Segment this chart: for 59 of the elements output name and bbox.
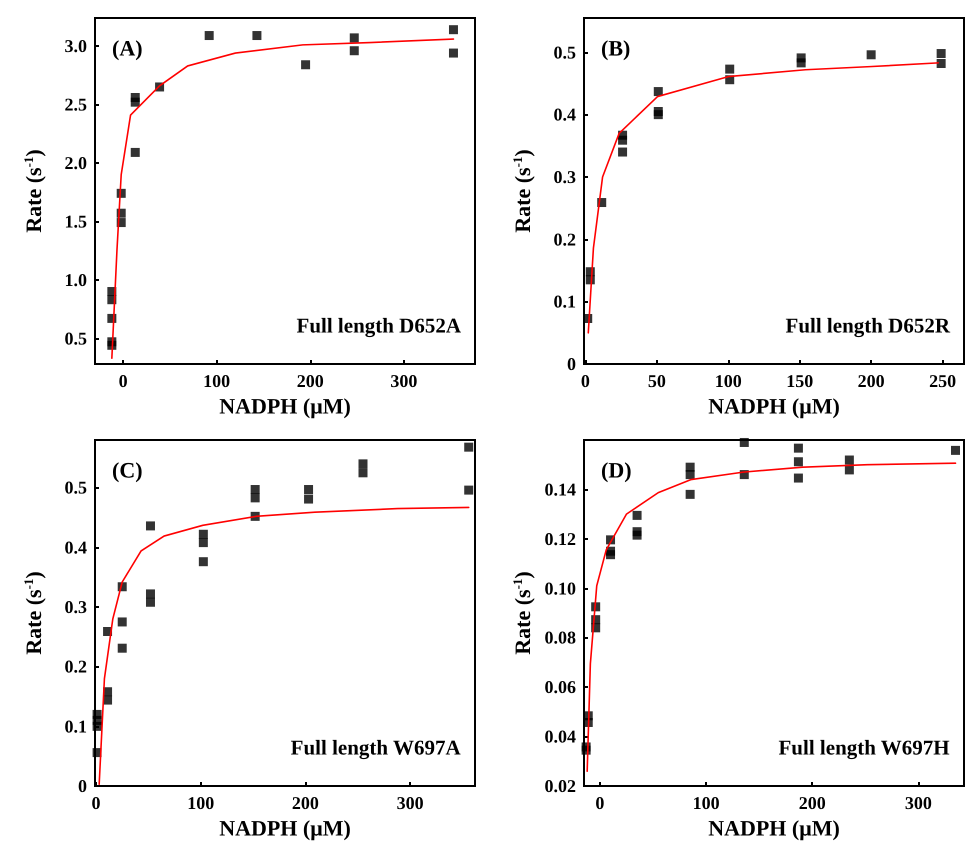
y-tick-label: 1.5 (64, 211, 87, 232)
text: (C) (112, 458, 143, 482)
x-tick-label: 250 (929, 371, 956, 391)
y-tick-label: 0.10 (544, 578, 576, 598)
text: (A) (112, 36, 143, 60)
x-tick-label: 100 (187, 793, 214, 813)
y-tick-label: 0.08 (544, 628, 576, 648)
y-tick-label: 3.0 (64, 36, 87, 56)
y-tick-label: 0.02 (544, 776, 576, 796)
annotation: Full length D652R (785, 314, 951, 338)
y-tick-label: 0.04 (544, 726, 576, 747)
y-axis-title: Rate (s-1) (21, 149, 46, 233)
text: (B) (601, 36, 630, 60)
y-tick-label: 0.5 (64, 478, 87, 498)
x-tick-label: 200 (858, 371, 885, 391)
x-tick-label: 100 (203, 371, 230, 391)
y-tick-label: 0.14 (544, 479, 576, 500)
x-tick-label: 50 (648, 371, 666, 391)
x-axis-title: NADPH (μM) (708, 815, 840, 840)
y-axis-title: Rate (s-1) (510, 149, 535, 233)
y-tick-label: 0.12 (544, 528, 576, 549)
annotation: Full length W697A (290, 736, 462, 760)
y-tick-label: 0.2 (554, 229, 576, 250)
y-tick-label: 0.06 (544, 677, 576, 698)
x-tick-label: 0 (92, 793, 101, 813)
annotation: Full length W697H (778, 736, 950, 760)
y-tick-label: 0 (567, 354, 576, 374)
y-tick-label: 0.1 (554, 292, 576, 312)
x-tick-label: 200 (798, 793, 826, 813)
y-tick-label: 0.3 (554, 166, 576, 187)
y-tick-label: 0.1 (64, 716, 87, 736)
y-tick-label: 0.3 (64, 597, 87, 618)
y-tick-label: 0.4 (64, 537, 87, 558)
y-tick-label: 0.2 (64, 656, 87, 677)
x-tick-label: 300 (396, 793, 424, 813)
x-tick-label: 0 (595, 793, 604, 813)
x-tick-label: 0 (118, 371, 128, 391)
x-tick-label: 0 (580, 371, 590, 391)
annotation: Full length D652A (296, 314, 462, 338)
y-tick-label: 0 (78, 776, 87, 796)
x-axis-title: NADPH (μM) (219, 393, 351, 418)
x-tick-label: 300 (390, 371, 418, 391)
y-tick-label: 2.0 (64, 152, 87, 173)
x-axis-title: NADPH (μM) (219, 815, 351, 840)
text: (D) (601, 458, 632, 482)
y-tick-label: 1.0 (64, 270, 87, 290)
y-tick-label: 0.4 (554, 104, 576, 125)
x-tick-label: 150 (786, 371, 814, 391)
y-tick-label: 0.5 (554, 42, 576, 62)
y-axis-title: Rate (s-1) (21, 571, 46, 655)
y-tick-label: 2.5 (64, 94, 87, 114)
x-axis-title: NADPH (μM) (708, 393, 840, 418)
x-tick-label: 300 (904, 793, 932, 813)
x-tick-label: 200 (292, 793, 319, 813)
x-tick-label: 100 (714, 371, 742, 391)
y-axis-title: Rate (s-1) (510, 571, 535, 655)
x-tick-label: 100 (692, 793, 720, 813)
x-tick-label: 200 (296, 371, 324, 391)
y-tick-label: 0.5 (64, 328, 87, 348)
